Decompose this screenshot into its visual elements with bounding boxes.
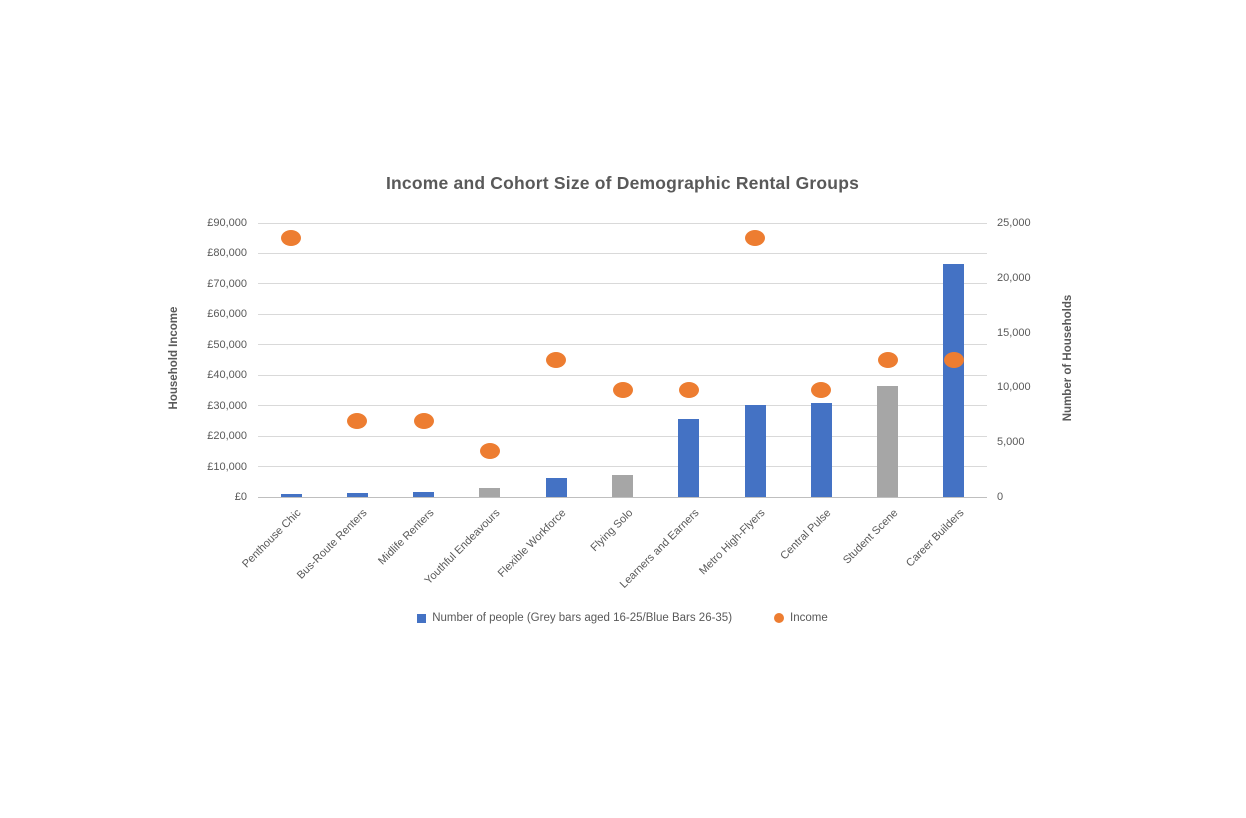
legend: Number of people (Grey bars aged 16-25/B…: [258, 612, 987, 624]
plot-area: [258, 222, 987, 498]
bar-career-builders: [943, 263, 965, 497]
left-axis-tick-label: £20,000: [207, 430, 247, 443]
bar-penthouse-chic: [280, 494, 302, 497]
right-axis-tick-label: 20,000: [997, 271, 1031, 284]
bar-student-scene: [877, 386, 899, 497]
gridline: [258, 222, 987, 224]
legend-item-label: Income: [790, 612, 828, 624]
income-dot-learners-and-earners: [678, 382, 699, 399]
bar-series-square-icon: [417, 613, 427, 623]
right-axis-tick-label: 0: [997, 491, 1004, 503]
combo-chart: Income and Cohort Size of Demographic Re…: [160, 165, 1090, 645]
income-dot-flying-solo: [612, 382, 633, 399]
right-axis-tick-label: 25,000: [997, 217, 1031, 229]
bar-flying-solo: [612, 475, 633, 497]
x-axis-label-youthful-endeavours: Youthful Endeavours: [422, 507, 503, 587]
legend-item-bars: Number of people (Grey bars aged 16-25/B…: [417, 612, 732, 624]
income-dot-career-builders: [943, 352, 964, 368]
bar-learners-and-earners: [678, 419, 700, 497]
left-axis-tick-label: £90,000: [207, 217, 247, 229]
gridline: [258, 313, 987, 315]
bar-metro-high-flyers: [744, 404, 766, 497]
left-axis-tick-label: £10,000: [207, 460, 247, 473]
income-dot-youthful-endeavours: [479, 443, 500, 460]
chart-title: Income and Cohort Size of Demographic Re…: [385, 173, 860, 193]
bar-bus-route-renters: [346, 492, 368, 497]
x-axis-label-midlife-renters: Midlife Renters: [375, 507, 437, 568]
legend-item-label: Number of people (Grey bars aged 16-25/B…: [432, 612, 733, 624]
gridline: [258, 374, 987, 376]
x-axis-label-bus-route-renters: Bus-Route Renters: [295, 507, 370, 582]
left-axis-tick-label: £80,000: [207, 247, 247, 260]
left-axis-tick-label: £70,000: [207, 277, 247, 290]
bar-flexible-workforce: [545, 477, 567, 497]
gridline: [258, 283, 987, 285]
income-dot-bus-route-renters: [347, 412, 368, 429]
income-dot-penthouse-chic: [281, 230, 302, 247]
income-dot-student-scene: [877, 352, 898, 368]
x-axis-label-career-builders: Career Builders: [903, 507, 967, 570]
left-axis-tick-label: £60,000: [207, 308, 247, 321]
left-axis-title: Household Income: [168, 306, 180, 410]
right-axis-tick-label: 15,000: [997, 326, 1031, 339]
gridline: [258, 252, 987, 254]
right-axis-tick-label: 5,000: [997, 436, 1025, 449]
x-axis-baseline: [258, 496, 987, 498]
legend-item-income: Income: [774, 612, 828, 624]
right-axis-title: Number of Households: [1062, 294, 1074, 422]
x-axis-label-penthouse-chic: Penthouse Chic: [240, 507, 304, 571]
x-axis-label-student-scene: Student Scene: [840, 507, 901, 567]
left-axis-tick-label: £40,000: [207, 369, 247, 382]
income-dot-metro-high-flyers: [745, 230, 766, 247]
income-dot-central-pulse: [811, 382, 832, 399]
x-axis-label-flexible-workforce: Flexible Workforce: [495, 507, 569, 580]
bar-midlife-renters: [413, 491, 435, 497]
gridline: [258, 466, 987, 468]
bar-central-pulse: [810, 402, 832, 497]
income-series-circle-icon: [774, 613, 785, 623]
right-axis-tick-label: 10,000: [997, 381, 1031, 394]
gridline: [258, 405, 987, 407]
left-axis-tick-label: £50,000: [207, 338, 247, 351]
x-axis-label-learners-and-earners: Learners and Earners: [617, 507, 702, 591]
gridline: [258, 435, 987, 437]
income-dot-flexible-workforce: [546, 352, 567, 368]
left-axis-tick-label: £30,000: [207, 399, 247, 412]
bar-youthful-endeavours: [479, 488, 501, 497]
x-axis-label-central-pulse: Central Pulse: [778, 507, 834, 563]
income-dot-midlife-renters: [413, 412, 434, 429]
x-axis-label-metro-high-flyers: Metro High-Flyers: [697, 507, 768, 578]
gridline: [258, 344, 987, 346]
left-axis-tick-label: £0: [234, 491, 247, 503]
x-axis-label-flying-solo: Flying Solo: [588, 507, 635, 554]
